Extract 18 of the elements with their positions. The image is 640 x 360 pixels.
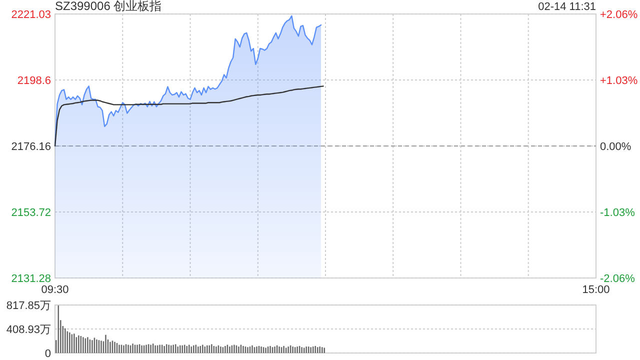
y2-tick-label: -2.06% [600, 273, 636, 285]
line-series [54, 86, 324, 146]
y-tick-label: 408.93万 [6, 324, 51, 336]
y-tick-label: 2176.16 [11, 140, 51, 153]
y-tick-label: 2153.72 [11, 206, 51, 219]
y-tick-label: 2221.03 [11, 9, 51, 21]
x-tick-label: 15:00 [582, 284, 610, 296]
y2-tick-label: +1.03% [600, 75, 638, 87]
chart-title: SZ399006 创业板指 [55, 0, 162, 13]
y2-tick-label: 0.00% [600, 141, 632, 153]
y-tick-label: 2131.28 [11, 273, 51, 285]
y-tick-label: 0 [44, 348, 51, 360]
y-tick-label: 817.85万 [6, 300, 51, 312]
y2-tick-label: +2.06% [600, 9, 638, 21]
text: 02-14 11:31 [538, 1, 596, 13]
y2-tick-label: -1.03% [600, 207, 636, 219]
y-tick-label: 2198.6 [17, 74, 51, 87]
x-tick-label: 09:30 [41, 284, 69, 296]
